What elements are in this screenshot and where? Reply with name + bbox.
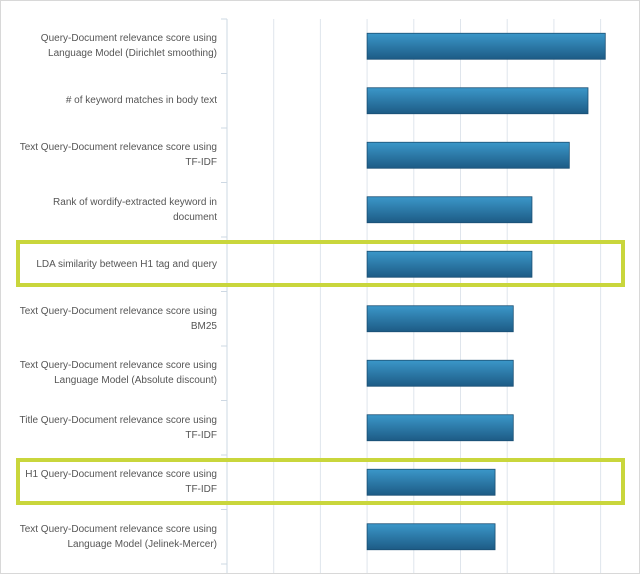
- highlight-box: [16, 458, 625, 506]
- category-label: Text Query-Document relevance score usin…: [19, 523, 217, 550]
- category-label: # of keyword matches in body text: [65, 95, 217, 107]
- category-label: Title Query-Document relevance score usi…: [19, 414, 218, 441]
- bar: [366, 414, 514, 442]
- bar: [366, 250, 533, 278]
- category-label: Rank of wordify-extracted keyword in doc…: [53, 196, 217, 223]
- bar: [366, 141, 570, 169]
- bar: [366, 305, 514, 333]
- category-label: LDA similarity between H1 tag and query: [36, 258, 217, 270]
- bar: [366, 468, 496, 496]
- category-label: Query-Document relevance score using Lan…: [40, 33, 217, 60]
- bar: [366, 359, 514, 387]
- category-label: Text Query-Document relevance score usin…: [19, 305, 217, 332]
- category-label: Text Query-Document relevance score usin…: [19, 142, 217, 169]
- bar: [366, 196, 533, 224]
- bar: [366, 87, 589, 115]
- category-label: Text Query-Document relevance score usin…: [19, 360, 217, 387]
- bar: [366, 32, 606, 60]
- highlight-box: [16, 240, 625, 288]
- category-label: H1 Query-Document relevance score using …: [25, 469, 217, 496]
- bar: [366, 523, 496, 551]
